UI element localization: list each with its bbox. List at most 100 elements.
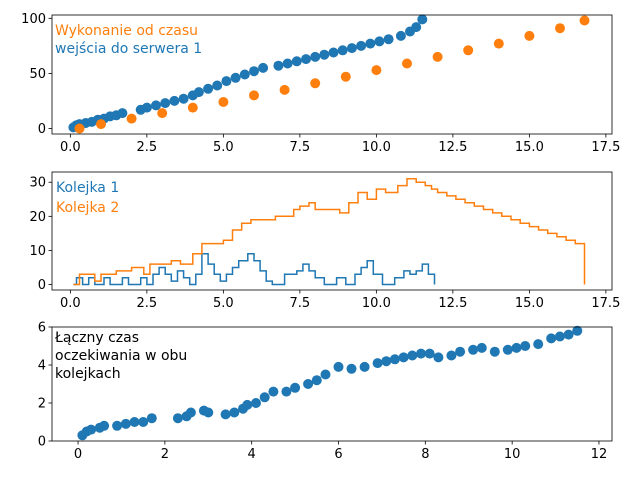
panel-1-series-2-point-2 (96, 119, 106, 130)
panel-3-series-1-point-23 (281, 386, 292, 397)
panel-1-series-2-point-17 (555, 23, 565, 34)
panel-1-series-1-point-34 (346, 43, 357, 54)
panel-3-series-1-point-49 (554, 331, 565, 342)
panel-3-series-1-point-45 (511, 342, 522, 353)
panel-3-series-1-point-37 (424, 348, 435, 359)
panel-3-y-tick-label: 2 (38, 397, 46, 412)
panel-1-series-1-point-27 (282, 58, 293, 69)
panel-1-series-1-point-36 (365, 38, 376, 49)
panel-1-series-1-point-20 (212, 80, 223, 91)
panel-1-series-1-point-33 (337, 45, 348, 56)
panel-1-series-2-point-12 (402, 58, 412, 69)
panel-3-series-1-point-43 (489, 346, 500, 357)
panel-1-series-2-point-10 (340, 71, 351, 82)
panel-1-y-tick-label: 50 (29, 67, 46, 82)
panel-3-series-1-point-48 (546, 333, 557, 344)
panel-3: 0 2 4 6 8 10 12 0 2 4 6 Łączny czas oczekiwania w … (38, 321, 613, 462)
panel-1-x-tick-label: 0.0 (60, 140, 81, 155)
panel-3-series-1-point-27 (320, 369, 331, 380)
panel-3-series-1-point-30 (359, 361, 370, 372)
panel-1-series-1-point-29 (301, 54, 311, 65)
panel-3-series-1-point-34 (398, 352, 409, 363)
panel-1-series-1-point-23 (239, 69, 250, 80)
panel-3-series-1-point-44 (502, 344, 513, 355)
panel-3-series-1-point-33 (389, 354, 400, 365)
panel-1-series-1-point-24 (249, 66, 259, 77)
panel-1-series-1-point-19 (203, 83, 214, 94)
panel-2-series-2-line (73, 178, 586, 286)
panel-1-series-1-point-39 (395, 30, 406, 41)
panel-1-frame (51, 14, 613, 135)
panel-1-annotation-line-2: wejścia do serwera 1 (55, 41, 202, 57)
panel-3-series-1-point-15 (203, 407, 214, 418)
panel-1-series-2-point-4 (157, 108, 168, 119)
panel-1-series-1-point-14 (160, 98, 171, 109)
panel-1-series-1-point-12 (141, 102, 152, 113)
panel-1-series-1-point-38 (383, 34, 394, 45)
panel-1-series-1-point-16 (178, 93, 189, 104)
panel-1-series-1-point-32 (328, 47, 339, 58)
panel-1-series-1-point-28 (291, 56, 302, 67)
panel-1-series-2-point-3 (126, 113, 137, 124)
panel-1-x-tick-label: 5.0 (213, 140, 234, 155)
panel-2-x-tick-label: 15.0 (515, 296, 544, 311)
panel-3-series-1-point-50 (563, 329, 574, 340)
panel-1-series-1-point-37 (374, 36, 385, 47)
panel-1-x-tick-label: 17.5 (591, 140, 620, 155)
panel-1-series-1-point-18 (193, 87, 204, 98)
panel-3-series-1-point-36 (416, 348, 426, 359)
panel-1-series-1-point-10 (117, 108, 128, 119)
panel-1-series-2-point-9 (310, 78, 321, 89)
panel-3-series-1-point-9 (138, 417, 149, 427)
panel-3-series-1-point-13 (185, 407, 196, 418)
panel-1-series-2-point-6 (218, 97, 229, 107)
panel-1-series-2-point-7 (249, 90, 259, 101)
panel-1-x-tick-label: 7.5 (290, 140, 311, 155)
panel-3-y-tick-label: 4 (38, 359, 46, 374)
panel-3-series-1-point-51 (572, 325, 583, 336)
panel-3-frame (51, 326, 613, 442)
panel-2-frame (51, 171, 613, 291)
panel-3-series-1-point-19 (242, 399, 253, 410)
panel-3-annotation-line-3: kolejkach (55, 366, 121, 382)
panel-3-y-tick-label: 6 (38, 321, 46, 336)
panel-3-series-1-point-16 (220, 409, 231, 420)
panel-1-series-1-point-35 (356, 40, 367, 51)
panel-3-series-1-point-8 (129, 417, 140, 427)
panel-3-y-tick-label: 0 (38, 435, 46, 450)
panel-1-series-1-point-15 (169, 95, 180, 106)
panel-1-series-2-point-1 (74, 123, 85, 134)
panel-3-series-1-point-31 (372, 358, 383, 369)
panel-3-series-1-point-40 (455, 346, 466, 357)
panel-3-series-1-point-42 (476, 342, 487, 353)
panel-3-series-1-point-24 (290, 382, 301, 393)
panel-1-series-2-point-16 (524, 30, 535, 41)
panel-3-series-1-point-38 (433, 352, 444, 363)
panel-3-series-1-point-21 (259, 392, 270, 403)
panel-3-series-1-point-11 (172, 413, 183, 424)
panel-3-series-1-point-5 (99, 420, 110, 431)
panel-3-series-1-point-28 (333, 361, 344, 372)
panel-1-y-tick-label: 100 (21, 12, 46, 27)
panel-3-series-1-point-35 (407, 350, 418, 361)
panel-3-series-1-point-32 (381, 356, 392, 367)
panel-3-series-1-point-10 (146, 413, 157, 424)
panel-3-series-1-point-3 (86, 424, 97, 435)
panel-3-series-1-point-20 (251, 398, 261, 408)
legend-kolejka-1: Kolejka 1 (56, 180, 119, 196)
panel-3-x-tick-label: 10 (504, 447, 521, 462)
panel-1-series-1-point-25 (258, 62, 269, 73)
panel-1-series-1-point-30 (310, 51, 321, 62)
panel-2-x-tick-label: 7.5 (290, 296, 311, 311)
panel-1-series-1-point-22 (230, 72, 241, 83)
panel-2-x-tick-label: 17.5 (591, 296, 620, 311)
panel-3-x-tick-label: 2 (161, 447, 169, 462)
panel-3-series-1-point-17 (229, 407, 240, 418)
panel-2: 0.0 2.5 5.0 7.5 10.0 12.5 15.0 17.5 0 10 20 30 Kole… (29, 171, 620, 311)
panel-1: 0.0 2.5 5.0 7.5 10.0 12.5 15.0 17.5 0 50 100 Wykon… (21, 12, 620, 155)
panel-3-series-1-point-6 (112, 420, 123, 431)
panel-1-x-tick-label: 12.5 (438, 140, 467, 155)
panel-1-axes: 0.0 2.5 5.0 7.5 10.0 12.5 15.0 17.5 0 50 100 (21, 12, 620, 155)
